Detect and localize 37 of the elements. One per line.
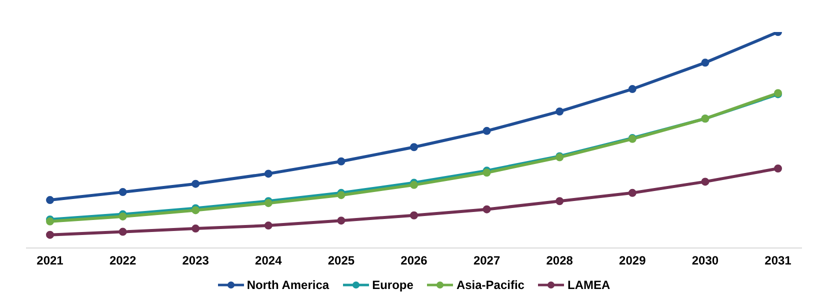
point bbox=[118, 228, 127, 236]
point bbox=[337, 216, 346, 225]
point bbox=[118, 188, 127, 196]
legend-label: North America bbox=[246, 278, 330, 292]
point bbox=[192, 224, 200, 233]
point bbox=[774, 164, 782, 173]
x-tick-label: 2025 bbox=[328, 254, 355, 268]
point bbox=[628, 85, 636, 94]
x-tick-label: 2029 bbox=[619, 254, 646, 268]
point bbox=[556, 107, 564, 116]
point bbox=[556, 197, 564, 206]
point bbox=[46, 230, 54, 239]
x-tick-label: 2023 bbox=[182, 254, 210, 268]
x-tick-label: 2030 bbox=[692, 254, 719, 268]
point bbox=[628, 188, 636, 197]
x-tick-label: 2028 bbox=[546, 254, 574, 268]
legend-label: Europe bbox=[371, 278, 414, 292]
point bbox=[192, 180, 200, 188]
x-tick-label: 2031 bbox=[764, 254, 792, 268]
point bbox=[337, 191, 346, 200]
point bbox=[46, 196, 54, 204]
point bbox=[337, 157, 346, 166]
x-tick-label: 2021 bbox=[36, 254, 64, 268]
point bbox=[482, 205, 491, 214]
point bbox=[701, 178, 710, 186]
point bbox=[264, 170, 272, 178]
legend-label: LAMEA bbox=[566, 278, 610, 292]
x-tick-label: 2027 bbox=[473, 254, 500, 268]
x-tick-label: 2024 bbox=[255, 254, 282, 268]
point bbox=[410, 143, 418, 152]
x-tick-label: 2022 bbox=[109, 254, 136, 268]
x-tick-label: 2026 bbox=[400, 254, 428, 268]
point bbox=[410, 211, 418, 220]
point bbox=[701, 58, 710, 67]
legend-label: Asia-Pacific bbox=[455, 278, 524, 292]
point bbox=[264, 222, 272, 230]
point bbox=[482, 126, 491, 135]
